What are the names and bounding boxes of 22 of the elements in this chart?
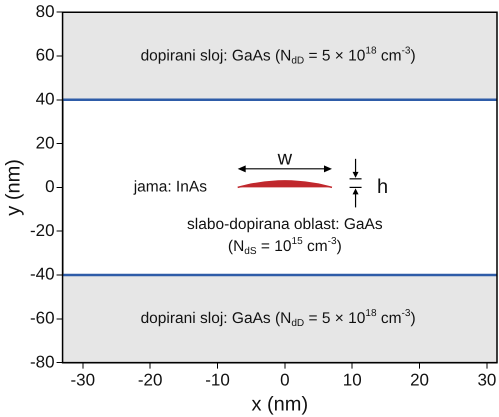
y-tick-label: 0	[45, 177, 55, 196]
annotation: jama: InAs	[132, 178, 208, 196]
y-tick-label: 80	[36, 2, 55, 21]
x-axis-title: x (nm)	[251, 394, 308, 416]
y-tick-label: -60	[30, 308, 55, 328]
x-tick-label: -20	[138, 370, 162, 390]
x-tick-label: 20	[410, 370, 430, 390]
annotation: h	[376, 176, 388, 198]
annotation: slabo-dopirana oblast: GaAs	[187, 216, 383, 233]
x-tick-label: -10	[205, 370, 230, 390]
y-tick-label: 40	[36, 89, 55, 108]
y-axis-title: y (nm)	[2, 159, 25, 216]
x-tick-label: 30	[477, 370, 496, 390]
y-tick-label: 60	[36, 46, 55, 65]
x-tick-label: -30	[70, 370, 96, 390]
annotation: w	[276, 147, 293, 170]
x-tick-label: 0	[280, 370, 290, 390]
x-tick-label: 10	[342, 370, 362, 390]
y-tick-label: -20	[30, 220, 55, 240]
y-tick-label: -80	[30, 352, 55, 372]
y-tick-label: 20	[36, 133, 55, 152]
y-tick-label: -40	[30, 264, 55, 284]
